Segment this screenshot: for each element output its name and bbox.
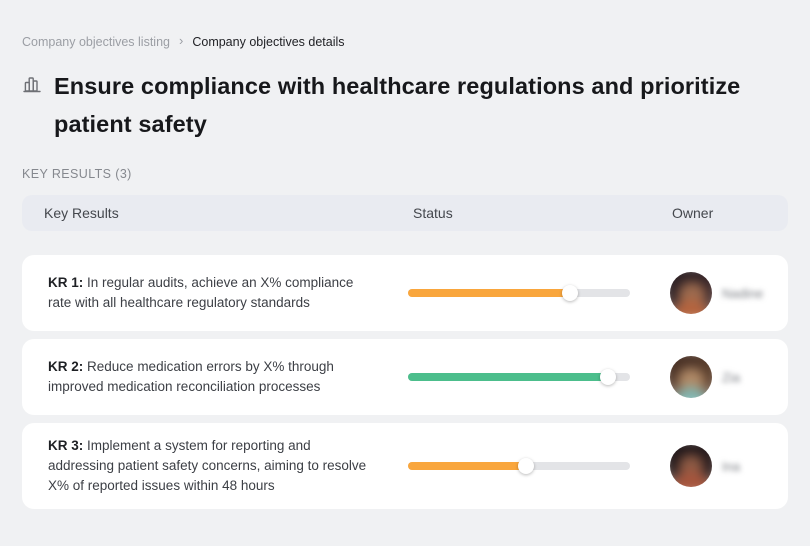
chevron-right-icon: ›	[179, 33, 184, 48]
kr-number-label: KR 1:	[48, 275, 84, 290]
column-header-owner: Owner	[672, 205, 714, 221]
owner-name: Zia	[722, 369, 741, 385]
progress-cell	[408, 285, 630, 301]
key-results-count-label: KEY RESULTS (3)	[22, 167, 132, 181]
owner-name: Nadine	[722, 285, 764, 301]
progress-slider-handle[interactable]	[517, 458, 534, 474]
owner-cell: Ina	[630, 445, 788, 487]
column-header-status: Status	[413, 205, 453, 221]
progress-track	[408, 285, 630, 301]
progress-track	[408, 369, 630, 385]
progress-fill	[408, 462, 526, 470]
objective-details-page: Company objectives listing › Company obj…	[22, 33, 788, 509]
key-result-text: KR 3: Implement a system for reporting a…	[48, 436, 378, 496]
owner-cell: Nadine	[630, 272, 788, 314]
progress-slider-handle[interactable]	[562, 285, 579, 301]
progress-cell	[408, 369, 630, 385]
objective-title-row: Ensure compliance with healthcare regula…	[22, 67, 788, 143]
page-title: Ensure compliance with healthcare regula…	[54, 73, 741, 137]
table-header-row: Key Results Status Owner	[22, 195, 788, 231]
key-result-text: KR 1: In regular audits, achieve an X% c…	[48, 273, 378, 313]
breadcrumb-company-objectives-listing[interactable]: Company objectives listing	[22, 34, 170, 49]
progress-fill	[408, 289, 571, 297]
breadcrumb-company-objectives-details: Company objectives details	[192, 34, 345, 49]
column-header-key-results: Key Results	[44, 205, 119, 221]
key-result-row-2[interactable]: KR 2: Reduce medication errors by X% thr…	[22, 339, 788, 415]
key-result-text: KR 2: Reduce medication errors by X% thr…	[48, 357, 378, 397]
kr-description: In regular audits, achieve an X% complia…	[48, 275, 354, 310]
owner-name: Ina	[722, 458, 741, 474]
kr-number-label: KR 2:	[48, 359, 84, 374]
buildings-icon	[22, 74, 42, 99]
key-result-row-1[interactable]: KR 1: In regular audits, achieve an X% c…	[22, 255, 788, 331]
kr-description: Implement a system for reporting and add…	[48, 438, 367, 493]
progress-slider-handle[interactable]	[599, 369, 616, 385]
progress-track	[408, 458, 630, 474]
owner-avatar[interactable]	[670, 356, 712, 398]
progress-cell	[408, 458, 630, 474]
kr-number-label: KR 3:	[48, 438, 84, 453]
progress-fill	[408, 373, 608, 381]
owner-cell: Zia	[630, 356, 788, 398]
owner-avatar[interactable]	[670, 445, 712, 487]
key-result-row-3[interactable]: KR 3: Implement a system for reporting a…	[22, 423, 788, 509]
kr-description: Reduce medication errors by X% through i…	[48, 359, 334, 394]
owner-avatar[interactable]	[670, 272, 712, 314]
breadcrumb: Company objectives listing › Company obj…	[22, 33, 788, 49]
